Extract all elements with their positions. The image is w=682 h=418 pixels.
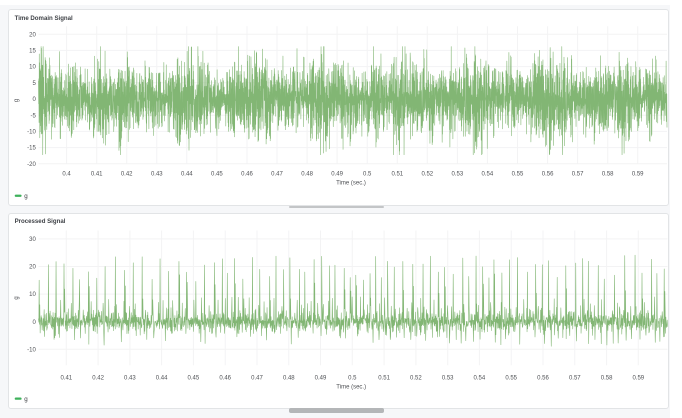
svg-text:20: 20 [29,265,36,271]
svg-text:0.41: 0.41 [91,172,103,178]
svg-text:0.44: 0.44 [181,172,193,178]
svg-text:Processed Signal: Processed Signal [15,218,66,225]
svg-text:30: 30 [29,237,36,243]
svg-text:0.45: 0.45 [188,376,200,382]
svg-text:Time (sec.): Time (sec.) [336,180,366,186]
svg-text:0.56: 0.56 [537,376,549,382]
svg-text:10: 10 [29,65,36,71]
svg-text:0.41: 0.41 [60,376,72,382]
svg-text:0.59: 0.59 [632,172,644,178]
svg-text:0.55: 0.55 [512,172,524,178]
svg-text:-10: -10 [27,130,36,136]
svg-text:0.47: 0.47 [271,172,283,178]
svg-text:0.46: 0.46 [241,172,253,178]
svg-text:5: 5 [32,81,36,87]
svg-text:g: g [24,193,28,200]
svg-text:-10: -10 [27,347,36,353]
svg-text:Time (sec.): Time (sec.) [336,385,366,391]
svg-text:-15: -15 [27,146,36,152]
svg-text:g: g [14,296,20,299]
svg-text:10: 10 [29,292,36,298]
svg-text:g: g [14,99,20,102]
svg-text:0.44: 0.44 [156,376,168,382]
svg-text:0.58: 0.58 [601,376,613,382]
svg-text:0.56: 0.56 [542,172,554,178]
svg-text:0.47: 0.47 [251,376,263,382]
svg-text:0.52: 0.52 [421,172,433,178]
svg-text:0: 0 [32,97,36,103]
svg-text:0.43: 0.43 [124,376,136,382]
svg-text:0.4: 0.4 [62,172,71,178]
svg-text:0.48: 0.48 [301,172,313,178]
svg-text:0: 0 [32,320,36,326]
svg-text:0.5: 0.5 [348,376,357,382]
svg-text:0.42: 0.42 [121,172,133,178]
svg-text:0.49: 0.49 [331,172,343,178]
svg-text:0.58: 0.58 [602,172,614,178]
svg-text:0.57: 0.57 [572,172,584,178]
svg-text:0.45: 0.45 [211,172,223,178]
svg-text:0.51: 0.51 [391,172,403,178]
svg-text:0.52: 0.52 [410,376,422,382]
svg-text:0.49: 0.49 [315,376,327,382]
svg-text:0.55: 0.55 [505,376,517,382]
svg-text:0.54: 0.54 [474,376,486,382]
svg-text:0.46: 0.46 [219,376,231,382]
svg-text:0.53: 0.53 [452,172,464,178]
svg-text:-20: -20 [27,162,36,168]
svg-text:-5: -5 [30,113,36,119]
svg-text:0.57: 0.57 [569,376,581,382]
svg-text:20: 20 [29,32,36,38]
svg-text:Time Domain Signal: Time Domain Signal [15,15,73,22]
svg-text:0.53: 0.53 [442,376,454,382]
svg-text:0.48: 0.48 [283,376,295,382]
svg-text:0.43: 0.43 [151,172,163,178]
svg-text:0.51: 0.51 [378,376,390,382]
svg-text:15: 15 [29,49,36,55]
svg-text:0.54: 0.54 [482,172,494,178]
svg-text:g: g [24,396,28,403]
svg-text:0.42: 0.42 [92,376,104,382]
svg-text:0.59: 0.59 [632,376,644,382]
svg-text:0.5: 0.5 [363,172,372,178]
